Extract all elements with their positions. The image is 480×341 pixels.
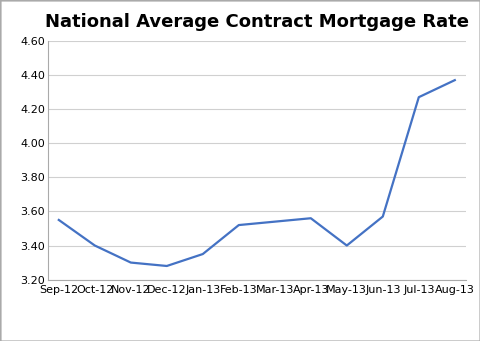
Title: National Average Contract Mortgage Rate: National Average Contract Mortgage Rate [45, 13, 469, 31]
